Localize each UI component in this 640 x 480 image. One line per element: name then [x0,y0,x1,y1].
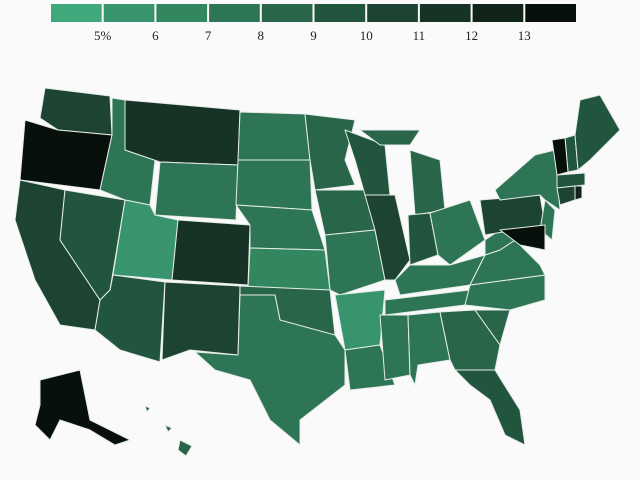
legend-swatch [367,4,418,22]
legend-label: 12 [465,28,478,43]
state [247,247,331,291]
state [556,172,586,189]
state [34,137,569,446]
state [124,99,241,166]
state [344,344,396,391]
legend-swatch [103,4,155,22]
state [144,405,193,457]
legend-swatch [314,4,366,22]
state [334,289,386,351]
legend-swatch [419,4,471,22]
legend-swatch [51,4,102,22]
state [499,224,546,251]
legend-label: 13 [518,28,531,43]
legend-swatch [525,4,576,22]
state [237,111,311,161]
state [161,281,241,361]
legend-swatch [156,4,208,22]
state [474,309,511,346]
legend-swatch [261,4,313,22]
state [454,369,526,446]
legend-label: 8 [258,28,265,43]
legend-swatch [472,4,524,22]
legend-label: 6 [152,28,159,43]
state [574,185,583,201]
state [574,94,621,171]
state [154,161,239,221]
legend-label: 10 [360,28,373,43]
state [324,229,386,296]
state [171,219,251,286]
state [494,149,561,211]
state [379,314,411,381]
state [304,113,356,191]
legend-label: 5% [94,28,112,43]
legend-label: 7 [205,28,212,43]
state [235,159,313,211]
state [556,185,576,206]
state [429,199,486,266]
legend-label: 11 [413,28,426,43]
legend-swatch [209,4,260,22]
legend-label: 9 [310,28,317,43]
state [194,294,346,446]
